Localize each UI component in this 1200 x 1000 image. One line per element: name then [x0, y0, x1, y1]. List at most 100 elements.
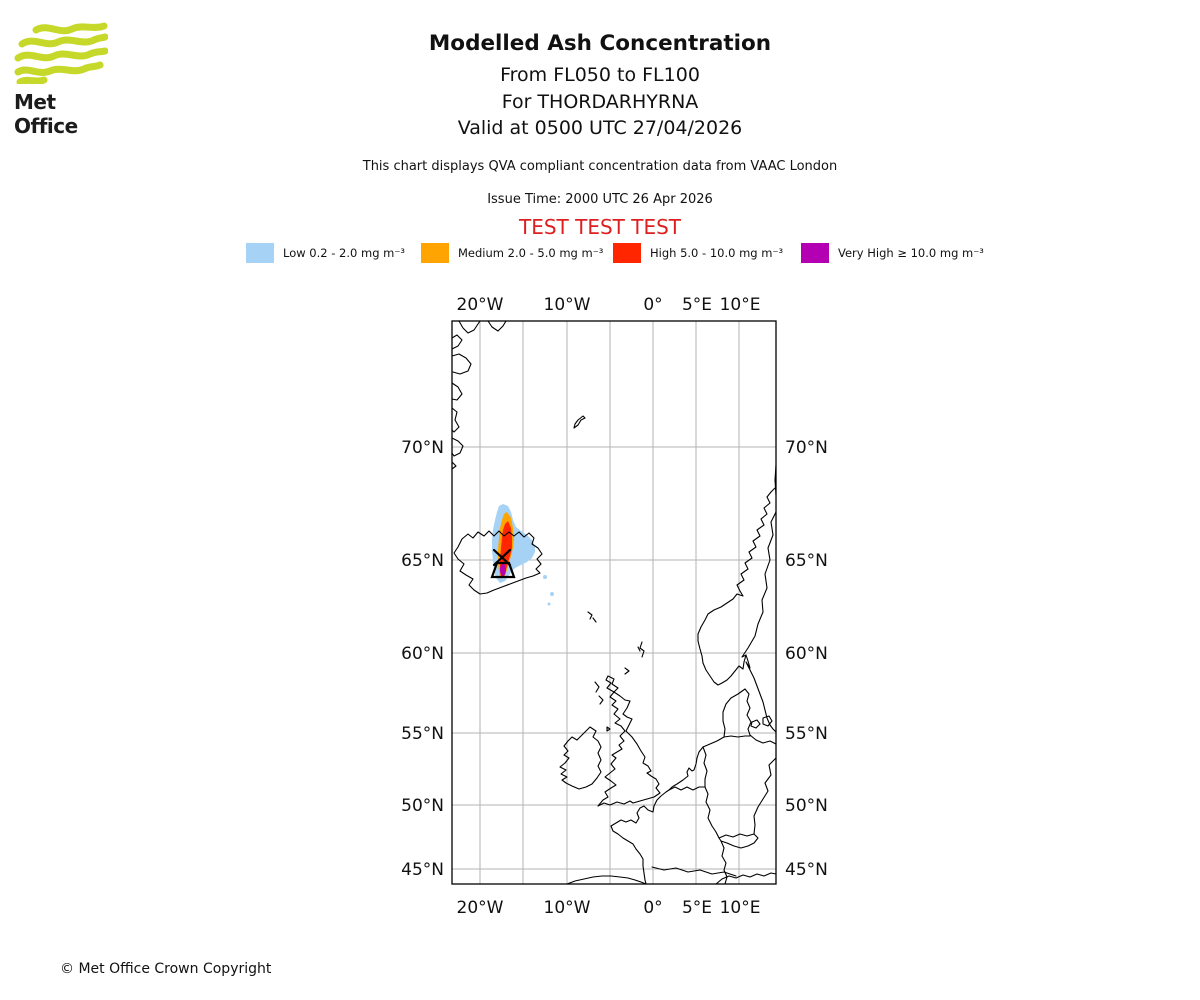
subtitle-valid-time: Valid at 0500 UTC 27/04/2026 [457, 117, 743, 139]
map-frame [451, 320, 777, 885]
legend-swatch-very-high-rect [801, 243, 829, 263]
border-denmark-germany [723, 735, 751, 738]
page-title: Modelled Ash Concentration [428, 31, 772, 56]
map-gridlines [452, 321, 776, 884]
legend-label-low: Low 0.2 - 2.0 mg m⁻³ [283, 246, 406, 260]
border-france-spain [651, 866, 737, 877]
concentration-legend: Low 0.2 - 2.0 mg m⁻³ Medium 2.0 - 5.0 mg… [0, 243, 1200, 265]
coast-baltic-germany [749, 734, 777, 745]
coast-shetland [637, 641, 645, 658]
legend-swatch-high-rect [613, 243, 641, 263]
y-tick-left-70n: 70°N [401, 438, 444, 458]
legend-swatch-very-high [801, 243, 829, 263]
border-france-italy [720, 840, 728, 885]
coast-norway [774, 464, 777, 496]
border-germany-czech-austria [753, 757, 777, 835]
border-norway-sweden [741, 511, 777, 658]
legend-swatch-medium [421, 243, 449, 263]
border-netherlands-germany [702, 746, 708, 788]
coast-isle-of-man [606, 726, 611, 732]
y-tick-left-55n: 55°N [401, 724, 444, 744]
y-tick-right-50n: 50°N [785, 796, 828, 816]
metoffice-logo: Met Office [14, 22, 124, 138]
plume-low-polygon [492, 504, 535, 583]
coastlines [451, 320, 777, 885]
x-tick-top-0: 0° [643, 295, 662, 315]
plume-low-speck [547, 602, 551, 606]
volcano-symbol [490, 548, 516, 579]
test-banner: TEST TEST TEST [518, 215, 681, 239]
legend-label-very-high: Very High ≥ 10.0 mg m⁻³ [838, 246, 984, 260]
plume-medium-polygon [498, 512, 514, 579]
y-tick-right-45n: 45°N [785, 860, 828, 880]
y-tick-left-45n: 45°N [401, 860, 444, 880]
plume-very-high-core [500, 564, 506, 576]
subtitle-volcano: For THORDARHYRNA [501, 91, 699, 113]
coast-greenland [451, 334, 463, 350]
plume-low-speck [550, 592, 554, 596]
legend-swatch-low [246, 243, 274, 263]
y-tick-right-60n: 60°N [785, 644, 828, 664]
coast-orkney [624, 667, 630, 675]
coast-continental-europe [610, 736, 725, 885]
coast-hebrides [594, 681, 604, 705]
x-tick-top-10e: 10°E [720, 295, 761, 315]
x-tick-bottom-0: 0° [643, 898, 662, 918]
coast-greenland [451, 382, 463, 401]
border-switzerland [718, 833, 759, 849]
border-belgium-france-germany [668, 786, 720, 839]
legend-item-very-high: Very High ≥ 10.0 mg m⁻³ [801, 243, 984, 263]
x-tick-top-20w: 20°W [457, 295, 504, 315]
legend-swatch-high [613, 243, 641, 263]
y-axis-right-labels: 70°N 65°N 60°N 55°N 50°N 45°N [785, 438, 828, 880]
y-tick-right-70n: 70°N [785, 438, 828, 458]
coast-danish-islands [750, 715, 773, 729]
legend-swatch-low-rect [246, 243, 274, 263]
plume-low-speck [543, 575, 547, 579]
y-tick-right-55n: 55°N [785, 724, 828, 744]
legend-item-high: High 5.0 - 10.0 mg m⁻³ [613, 243, 783, 263]
coast-ireland [559, 726, 602, 790]
x-tick-bottom-10w: 10°W [544, 898, 591, 918]
coast-mediterranean [715, 872, 777, 885]
ash-plume [492, 504, 554, 606]
legend-item-medium: Medium 2.0 - 5.0 mg m⁻³ [421, 243, 603, 263]
legend-swatch-medium-rect [421, 243, 449, 263]
coast-greenland [458, 320, 481, 334]
legend-label-high: High 5.0 - 10.0 mg m⁻³ [650, 246, 784, 260]
coast-iceland [453, 530, 543, 595]
y-axis-left-labels: 70°N 65°N 60°N 55°N 50°N 45°N [401, 438, 444, 880]
coast-greenland [451, 437, 464, 457]
subtitle-flight-levels: From FL050 to FL100 [500, 64, 700, 86]
x-tick-top-5e: 5°E [682, 295, 712, 315]
metoffice-logo-waves-icon [14, 22, 109, 86]
issue-time: Issue Time: 2000 UTC 26 Apr 2026 [487, 192, 713, 207]
y-tick-right-65n: 65°N [785, 551, 828, 571]
coast-greenland [451, 407, 460, 433]
x-tick-bottom-5e: 5°E [682, 898, 712, 918]
y-tick-left-65n: 65°N [401, 551, 444, 571]
x-tick-bottom-10e: 10°E [720, 898, 761, 918]
legend-item-low: Low 0.2 - 2.0 mg m⁻³ [246, 243, 405, 263]
coast-faroes [587, 611, 597, 623]
x-axis-bottom-labels: 20°W 10°W 0° 5°E 10°E [457, 898, 761, 918]
coast-greenland [487, 320, 507, 332]
y-tick-left-60n: 60°N [401, 644, 444, 664]
metoffice-logo-text: Met Office [14, 90, 78, 138]
coast-great-britain [597, 675, 661, 807]
coast-norway [697, 486, 777, 733]
coast-spain [566, 875, 647, 885]
coast-denmark [722, 688, 752, 738]
qva-compliance-note: This chart displays QVA compliant concen… [362, 159, 838, 174]
x-tick-top-10w: 10°W [544, 295, 591, 315]
x-tick-bottom-20w: 20°W [457, 898, 504, 918]
x-axis-top-labels: 20°W 10°W 0° 5°E 10°E [457, 295, 761, 315]
legend-label-medium: Medium 2.0 - 5.0 mg m⁻³ [458, 246, 604, 260]
coast-jan-mayen [573, 415, 586, 429]
coast-greenland [451, 353, 472, 375]
plume-high-polygon [500, 521, 512, 577]
y-tick-left-50n: 50°N [401, 796, 444, 816]
coast-greenland [451, 461, 457, 470]
